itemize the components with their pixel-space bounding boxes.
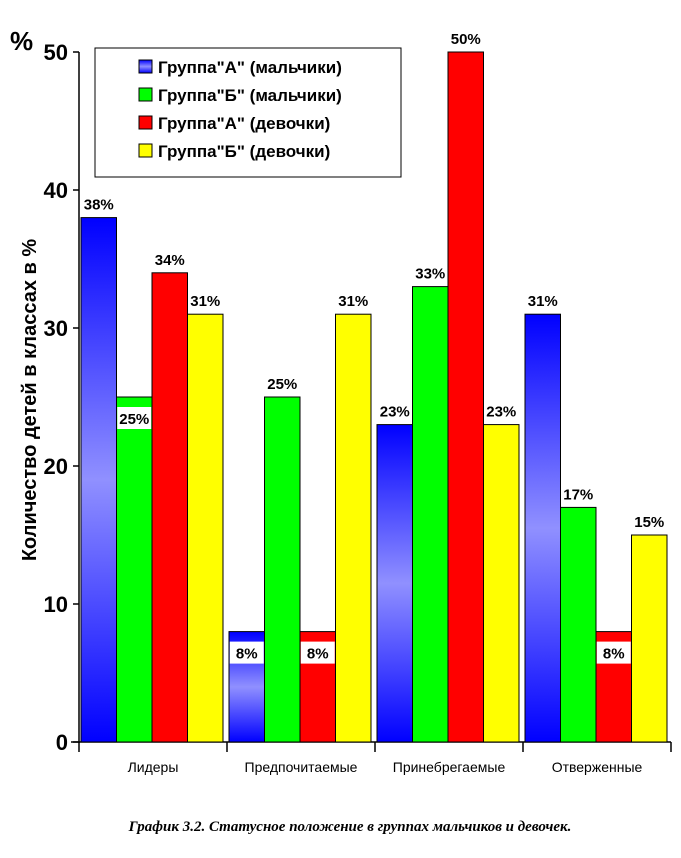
bar-3 xyxy=(447,51,484,743)
data-label-background xyxy=(229,641,264,664)
data-label: 34% xyxy=(155,252,185,269)
data-label: 8% xyxy=(307,646,329,663)
bar-4 xyxy=(483,424,520,743)
data-label: 31% xyxy=(338,293,368,310)
legend-entry-2: Группа"Б" (мальчики) xyxy=(158,86,342,105)
bar-1 xyxy=(80,217,117,743)
data-label: 15% xyxy=(634,514,664,531)
bar-4 xyxy=(187,313,224,743)
data-label: 8% xyxy=(236,646,258,663)
data-label: 17% xyxy=(563,486,593,503)
y-tick-label: 50 xyxy=(44,40,68,65)
legend-swatch-1 xyxy=(138,59,153,74)
y-unit-label: % xyxy=(10,26,33,56)
chart-caption: График 3.2. Статусное положение в группа… xyxy=(128,819,572,835)
bar-4 xyxy=(631,534,668,743)
legend-swatch-4 xyxy=(138,143,153,158)
legend-entry-3: Группа"А" (девочки) xyxy=(158,114,330,133)
bar-2 xyxy=(560,506,597,743)
data-label: 38% xyxy=(84,197,114,214)
y-tick-label: 30 xyxy=(44,316,68,341)
bar-1 xyxy=(376,424,413,743)
y-tick-label: 40 xyxy=(44,178,68,203)
data-label: 33% xyxy=(415,266,445,283)
data-label-background xyxy=(117,407,152,429)
x-category-label: Предпочитаемые xyxy=(245,759,358,775)
y-tick-label: 10 xyxy=(44,592,68,617)
y-tick-label: 0 xyxy=(56,730,68,755)
legend-entry-1: Группа"А" (мальчики) xyxy=(158,58,342,77)
data-label: 25% xyxy=(119,411,149,428)
data-label: 8% xyxy=(603,646,625,663)
data-label: 23% xyxy=(486,404,516,421)
bar-1 xyxy=(524,313,561,743)
data-label: 25% xyxy=(267,376,297,393)
legend-entry-4: Группа"Б" (девочки) xyxy=(158,142,330,161)
data-label: 31% xyxy=(190,293,220,310)
data-label: 31% xyxy=(528,293,558,310)
legend-swatch-2 xyxy=(138,87,153,102)
y-tick-label: 20 xyxy=(44,454,68,479)
x-category-label: Принебрегаемые xyxy=(393,759,506,775)
bar-3 xyxy=(151,272,188,743)
bar-2 xyxy=(116,396,153,743)
data-label: 50% xyxy=(451,31,481,48)
legend-swatch-3 xyxy=(138,115,153,130)
bar-2 xyxy=(264,396,301,743)
data-label-background xyxy=(300,641,335,664)
bar-2 xyxy=(412,286,449,743)
y-axis-title: Количество детей в классах в % xyxy=(19,239,41,562)
bar-4 xyxy=(335,313,372,743)
x-category-label: Лидеры xyxy=(128,759,179,775)
x-category-label: Отверженные xyxy=(552,759,643,775)
data-label: 23% xyxy=(380,404,410,421)
data-label-background xyxy=(596,641,631,664)
